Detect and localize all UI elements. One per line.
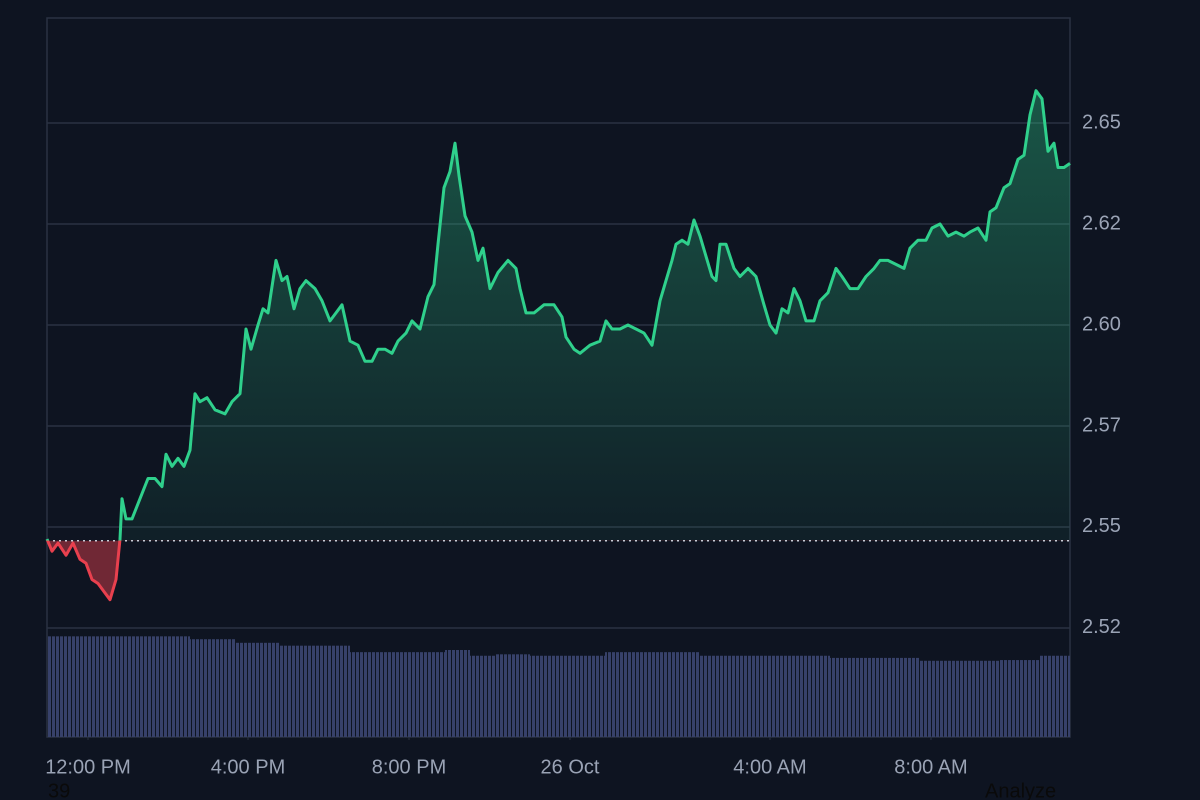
volume-bar bbox=[47, 636, 190, 737]
volume-bar bbox=[1040, 655, 1070, 737]
volume-bar bbox=[920, 660, 1000, 737]
analyze-button[interactable]: Analyze bbox=[985, 780, 1056, 800]
volume-bar bbox=[235, 642, 280, 737]
volume-bar bbox=[350, 652, 445, 737]
volume-bar bbox=[700, 655, 830, 737]
volume-bar bbox=[830, 657, 920, 737]
x-tick-label: 8:00 PM bbox=[372, 756, 446, 778]
x-tick-label: 4:00 PM bbox=[211, 756, 285, 778]
y-tick-label: 2.65 bbox=[1082, 111, 1121, 133]
x-tick-label: 26 Oct bbox=[541, 756, 600, 778]
volume-bar bbox=[495, 654, 530, 737]
volume-bar bbox=[445, 650, 470, 737]
y-tick-label: 2.55 bbox=[1082, 515, 1121, 537]
y-tick-label: 2.52 bbox=[1082, 616, 1121, 638]
price-line bbox=[45, 89, 1071, 602]
y-tick-label: 2.60 bbox=[1082, 313, 1121, 335]
volume-bar bbox=[605, 652, 700, 737]
y-tick-label: 2.62 bbox=[1082, 212, 1121, 234]
price-area bbox=[47, 90, 1070, 600]
volume bbox=[47, 636, 1070, 737]
labels: 2.65 2.62 2.60 2.57 2.55 2.52 12:00 PM 4:00 PM 8… bbox=[45, 111, 1121, 778]
x-tick-label: 12:00 PM bbox=[45, 756, 131, 778]
y-tick-label: 2.57 bbox=[1082, 414, 1121, 436]
volume-bar bbox=[1000, 660, 1040, 737]
volume-bar bbox=[280, 645, 350, 737]
volume-bar bbox=[470, 655, 495, 737]
count-label: 39 bbox=[48, 780, 70, 800]
series bbox=[45, 89, 1071, 602]
volume-bar bbox=[190, 639, 235, 737]
volume-bar bbox=[530, 655, 605, 737]
x-tick-label: 8:00 AM bbox=[894, 756, 967, 778]
x-tick-label: 4:00 AM bbox=[733, 756, 806, 778]
